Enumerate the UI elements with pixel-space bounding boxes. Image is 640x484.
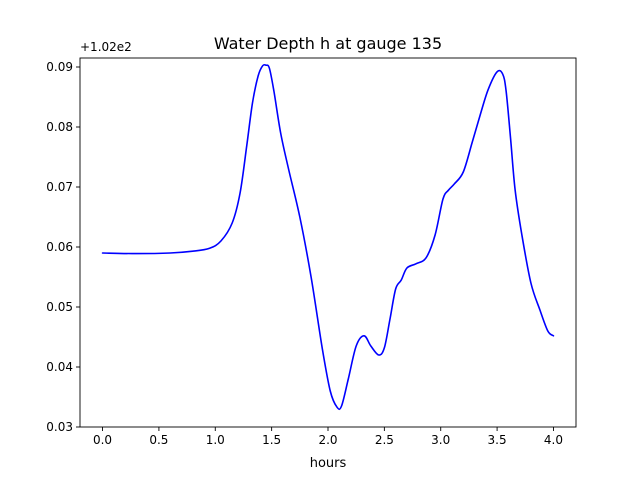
x-tick-label: 2.0 — [318, 433, 337, 447]
x-tick-label: 3.0 — [431, 433, 450, 447]
chart-title: Water Depth h at gauge 135 — [214, 34, 442, 53]
x-tick-label: 4.0 — [544, 433, 563, 447]
x-tick-label: 3.5 — [488, 433, 507, 447]
y-offset-label: +1.02e2 — [80, 40, 132, 54]
y-tick-label: 0.05 — [46, 300, 73, 314]
y-tick-label: 0.06 — [46, 240, 73, 254]
y-tick-label: 0.03 — [46, 420, 73, 434]
y-tick-label: 0.08 — [46, 120, 73, 134]
x-tick-label: 0.5 — [149, 433, 168, 447]
plot-area: 0.0 0.5 1.0 1.5 2.0 2.5 3.0 3.5 4.0 0.03 0.04 0.05 0… — [46, 57, 577, 447]
x-tick-label: 1.5 — [262, 433, 281, 447]
y-tick-label: 0.09 — [46, 60, 73, 74]
x-tick-label: 1.0 — [206, 433, 225, 447]
x-tick-label: 0.0 — [93, 433, 112, 447]
y-tick-label: 0.04 — [46, 360, 73, 374]
y-tick-label: 0.07 — [46, 180, 73, 194]
x-axis-label: hours — [310, 456, 347, 471]
series-line-1 — [101, 63, 555, 411]
x-tick-label: 2.5 — [375, 433, 394, 447]
